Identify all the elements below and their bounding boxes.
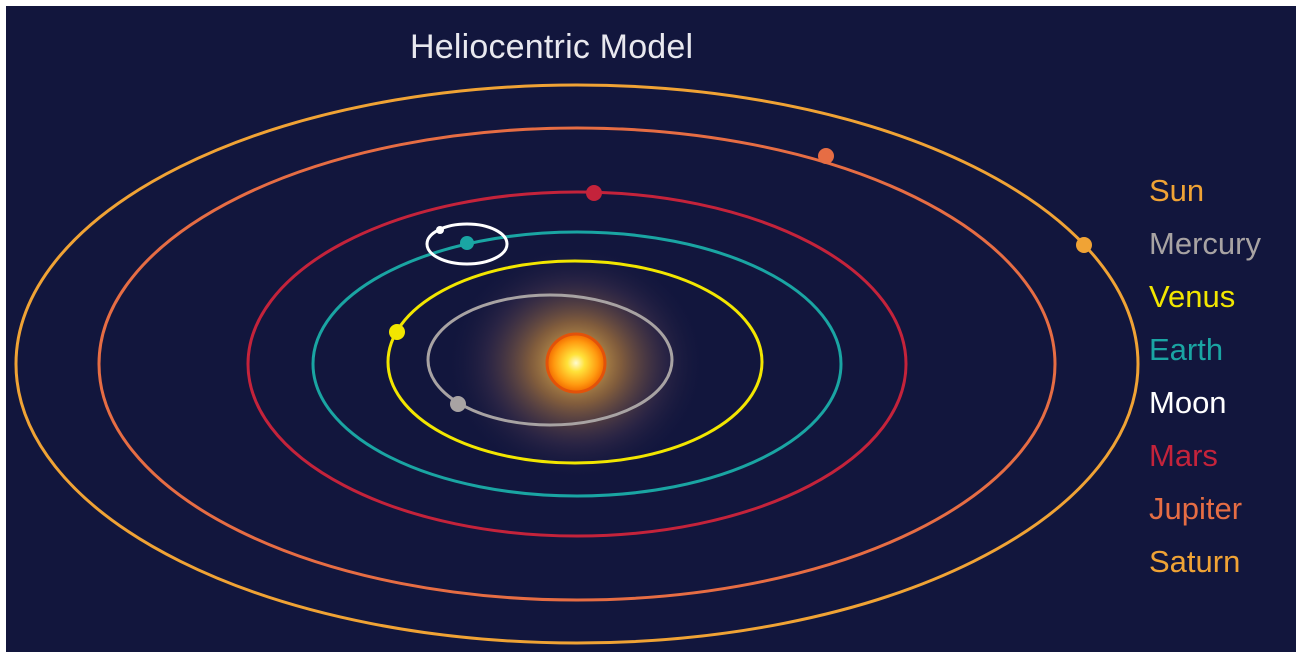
legend-item-mercury: Mercury xyxy=(1149,226,1261,261)
legend-item-jupiter: Jupiter xyxy=(1149,491,1243,526)
legend-item-sun: Sun xyxy=(1149,173,1205,208)
saturn-planet xyxy=(1076,237,1092,253)
diagram-title: Heliocentric Model xyxy=(410,28,694,66)
diagram-canvas: Heliocentric Model xyxy=(6,6,1296,652)
legend-item-saturn: Saturn xyxy=(1149,544,1241,579)
legend-item-moon: Moon xyxy=(1149,385,1227,420)
earth-planet xyxy=(460,236,474,250)
legend-item-earth: Earth xyxy=(1149,332,1224,367)
solar-system-diagram xyxy=(14,83,1140,645)
mars-planet xyxy=(586,185,602,201)
jupiter-planet xyxy=(818,148,834,164)
mercury-orbit xyxy=(426,293,674,427)
jupiter-orbit xyxy=(97,126,1057,602)
earth-orbit xyxy=(311,230,843,498)
legend-item-venus: Venus xyxy=(1149,279,1236,314)
venus-planet xyxy=(389,324,405,340)
legend: Sun Mercury Venus Earth Moon Mars Jupite… xyxy=(1149,164,1261,588)
moon-body xyxy=(436,226,444,234)
saturn-orbit xyxy=(14,83,1140,645)
sun xyxy=(545,332,607,394)
mercury-planet xyxy=(450,396,466,412)
moon-orbit xyxy=(425,222,509,266)
mars-orbit xyxy=(246,190,908,538)
venus-orbit xyxy=(386,259,764,465)
legend-item-mars: Mars xyxy=(1149,438,1218,473)
